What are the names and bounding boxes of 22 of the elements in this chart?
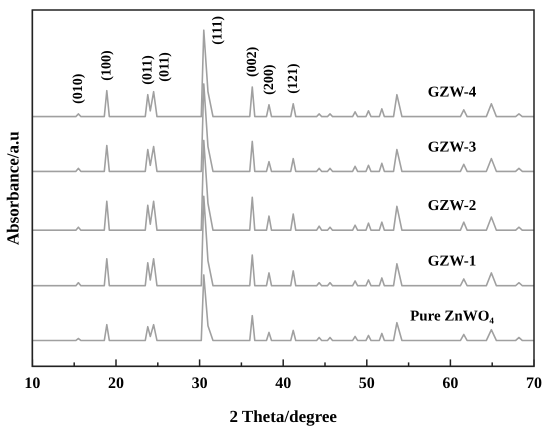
series-label: GZW-4 xyxy=(428,84,477,101)
series-label: GZW-3 xyxy=(428,139,476,156)
x-tick-label: 40 xyxy=(275,375,292,392)
series-label: GZW-2 xyxy=(428,198,476,214)
x-tick-label: 50 xyxy=(358,375,375,392)
series-label: Pure ZnWO₄ xyxy=(410,308,494,325)
x-tick-label: 20 xyxy=(108,375,124,392)
annotation: (100) xyxy=(99,50,114,81)
x-tick-label: 70 xyxy=(526,375,542,392)
annotation: (200) xyxy=(262,64,277,95)
x-tick-label: 30 xyxy=(192,375,208,392)
y-axis-title: Absorbance/a.u xyxy=(4,131,23,246)
annotation: (010) xyxy=(70,73,86,104)
x-tick-label: 10 xyxy=(24,375,40,392)
annotation: (111) xyxy=(210,16,226,45)
x-tick-label: 60 xyxy=(442,375,458,392)
annotation: (121) xyxy=(286,63,301,94)
series-label: GZW-1 xyxy=(428,254,476,270)
annotation: (011) xyxy=(157,52,172,82)
x-axis-title: 2 Theta/degree xyxy=(229,407,338,426)
annotation: (011) xyxy=(140,54,156,85)
annotation: (002) xyxy=(244,46,260,77)
